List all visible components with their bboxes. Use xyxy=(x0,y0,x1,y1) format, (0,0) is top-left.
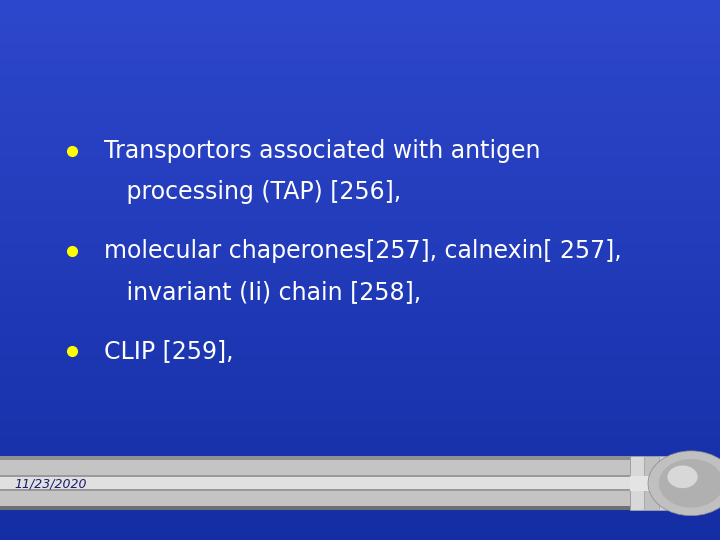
Text: CLIP [259],: CLIP [259], xyxy=(104,339,234,363)
Bar xyxy=(0,456,630,460)
Bar xyxy=(659,456,673,510)
Text: processing (TAP) [256],: processing (TAP) [256], xyxy=(104,180,402,204)
Circle shape xyxy=(667,465,698,488)
Bar xyxy=(630,456,644,510)
Circle shape xyxy=(648,451,720,516)
Bar xyxy=(644,456,659,510)
Bar xyxy=(673,476,688,491)
Bar xyxy=(659,476,673,491)
Bar xyxy=(630,476,644,491)
Text: invariant (Ii) chain [258],: invariant (Ii) chain [258], xyxy=(104,280,421,303)
Circle shape xyxy=(659,459,720,508)
Bar xyxy=(0,489,630,491)
Text: Transportors associated with antigen: Transportors associated with antigen xyxy=(104,139,541,163)
Text: 11/23/2020: 11/23/2020 xyxy=(14,478,87,491)
Text: molecular chaperones[257], calnexin[ 257],: molecular chaperones[257], calnexin[ 257… xyxy=(104,239,622,263)
Bar xyxy=(673,456,688,510)
Bar xyxy=(644,476,659,491)
Bar xyxy=(0,475,630,477)
Bar xyxy=(0,460,630,506)
Bar xyxy=(0,477,630,489)
Bar xyxy=(0,506,630,510)
